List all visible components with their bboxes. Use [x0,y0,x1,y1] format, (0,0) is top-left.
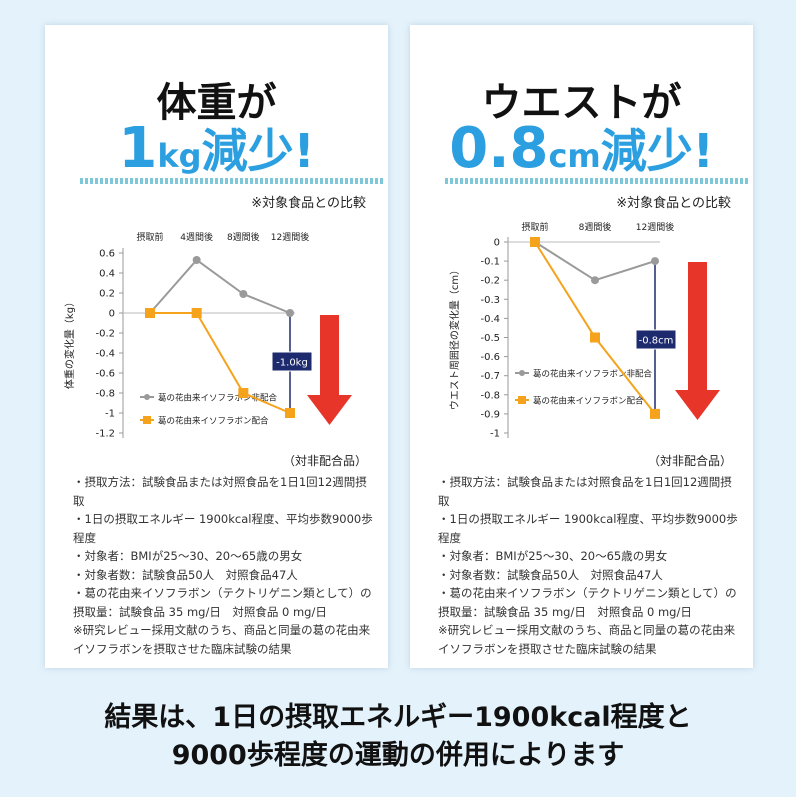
x-tick-label: 摂取前 [521,221,548,233]
y-tick-label: 0 [494,238,500,249]
point [530,237,540,247]
note: ・対象者：BMIが25～30、20～65歳の男女 [73,549,303,563]
point [239,290,248,298]
y-tick-label: -0.6 [95,369,115,380]
subtitle: （対非配合品） [283,453,367,468]
x-tick-label: 12週間後 [636,221,674,233]
notes: ・摂取方法：試験食品または対照食品を1日1回12週間摂取 ・1日の摂取エネルギー … [438,473,738,658]
x-tick-label: 4週間後 [180,231,213,243]
y-tick-label: -0.7 [480,371,500,382]
footer-line: 結果は、1日の摂取エネルギー1900kcal程度と [104,702,692,733]
y-tick-label: -0.3 [480,295,500,306]
point [286,309,294,317]
y-tick-label: -0.9 [480,409,500,420]
arrow-head [675,390,720,420]
panel: ウエストが 0.8cm減少! ※対象食品との比較・摂取方法：試験食品または対照食品を… [410,25,753,668]
y-tick-label: 0.6 [99,249,115,260]
y-tick-label: -0.2 [480,276,500,287]
chart: 0 -0.1 -0.2 -0.3 -0.4 -0.5 -0.6 -0.7 -0.8 -0.9 -1 摂… [448,221,732,468]
result-unit: cm [548,137,601,175]
note: ・摂取方法：試験食品または対照食品を1日1回12週間摂取 [438,475,732,508]
note: ※研究レビュー採用文献のうち、商品と同量の葛の花由来イソフラボンを摂取させた臨床… [73,623,371,656]
comparison-note: ※対象食品との比較 [251,196,366,211]
note: ・葛の花由来イソフラボン（テクトリゲニン類として）の摂取量：試験食品 35 mg… [73,586,372,619]
y-tick-label: -0.8 [95,389,115,400]
legend-marker [518,396,526,404]
y-tick-label: -0.1 [480,257,500,268]
y-tick-label: -1.2 [95,429,115,440]
point [145,308,155,318]
y-tick-label: -1 [105,409,115,420]
point [285,408,295,418]
y-tick-label: -1 [490,429,500,440]
x-tick-label: 8週間後 [579,221,612,233]
result-unit: kg [157,137,202,175]
note: ・1日の摂取エネルギー 1900kcal程度、平均歩数9000歩程度 [73,512,373,545]
note: ・摂取方法：試験食品または対照食品を1日1回12週間摂取 [73,475,367,508]
point [238,388,249,398]
result-number: 0.8 [449,116,549,181]
note: ・対象者：BMIが25～30、20～65歳の男女 [438,549,668,563]
point [591,276,599,285]
y-tick-label: -0.2 [95,329,115,340]
note: ・対象者数：試験食品50人 対照食品47人 [438,567,663,582]
stripe [445,178,750,184]
point [650,408,660,419]
annotation: -0.8cm [639,336,674,347]
note: ・対象者数：試験食品50人 対照食品47人 [73,567,298,582]
legend-label: 葛の花由来イソフラボン配合 [158,416,269,427]
legend-label: 葛の花由来イソフラボン非配合 [533,369,653,380]
subtitle: （対非配合品） [648,453,732,468]
y-tick-label: 0 [109,309,115,320]
series-line [149,258,291,314]
notes: ・摂取方法：試験食品または対照食品を1日1回12週間摂取 ・1日の摂取エネルギー … [73,473,373,658]
annotation-box [271,351,313,372]
legend-marker [144,394,150,400]
y-axis-label: ウエスト周囲径の変化量（cm） [448,265,461,410]
legend-label: 葛の花由来イソフラボン配合 [533,396,644,407]
y-tick-label: -0.8 [480,390,500,401]
headline: ウエストが [481,80,682,126]
series-line [150,312,291,414]
result-text: 減少! [201,124,315,178]
comparison-note: ※対象食品との比較 [616,196,731,211]
x-tick-label: 摂取前 [136,231,163,243]
y-tick-label: -0.5 [480,333,500,344]
y-tick-label: 0.2 [99,289,115,300]
legend-label: 葛の花由来イソフラボン非配合 [158,393,278,404]
panel: 体重が 1kg減少! ※対象食品との比較・摂取方法：試験食品または対照食品を1日1回… [45,25,388,668]
point [590,332,600,343]
arrow-shaft [688,262,707,390]
result-text: 減少! [600,124,714,178]
footer-line: 9000歩程度の運動の併用によります [171,740,625,771]
series-line [534,241,656,282]
result: 0.8cm減少! [410,115,753,181]
headline: 体重が [156,80,277,126]
y-axis-label: 体重の変化量（kg） [63,297,76,389]
x-tick-label: 8週間後 [227,231,260,243]
arrow-shaft [320,315,339,395]
y-tick-label: 0.4 [99,269,115,280]
note: ※研究レビュー採用文献のうち、商品と同量の葛の花由来イソフラボンを摂取させた臨床… [438,623,736,656]
annotation-box [635,329,677,350]
note: ・葛の花由来イソフラボン（テクトリゲニン類として）の摂取量：試験食品 35 mg… [438,586,737,619]
chart: 0.6 0.4 0.2 0 -0.2 -0.4 -0.6 -0.8 -1 -1.2 摂取前 4週間後 8… [63,231,367,468]
legend-marker [143,416,151,424]
note: ・1日の摂取エネルギー 1900kcal程度、平均歩数9000歩程度 [438,512,738,545]
point [192,256,201,264]
annotation: -1.0kg [276,358,308,369]
y-tick-label: -0.4 [480,314,500,325]
stripe [80,178,385,184]
y-tick-label: -0.6 [480,352,500,363]
y-tick-label: -0.4 [95,349,115,360]
point [651,257,659,266]
point [191,308,202,318]
arrow-head [307,395,352,425]
x-tick-label: 12週間後 [271,231,309,243]
result-number: 1 [118,116,158,181]
legend-marker [519,370,525,376]
result: 1kg減少! [45,115,388,181]
